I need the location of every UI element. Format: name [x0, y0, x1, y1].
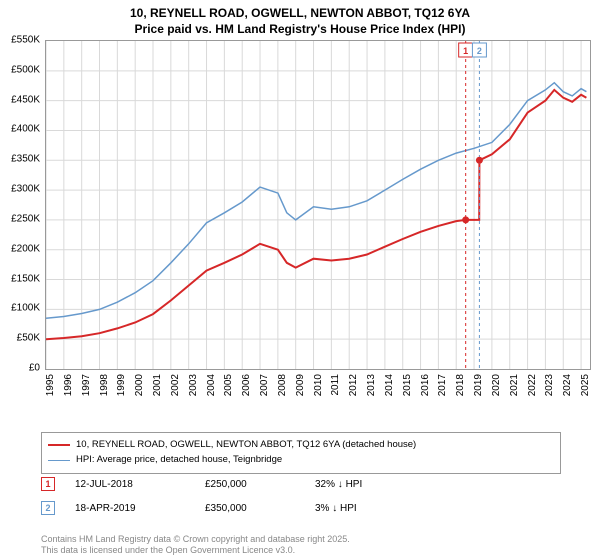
sale-date: 18-APR-2019: [75, 503, 185, 514]
y-tick-label: £250K: [11, 213, 40, 224]
plot-svg: 12: [46, 41, 590, 369]
legend-label: 10, REYNELL ROAD, OGWELL, NEWTON ABBOT, …: [76, 438, 416, 452]
sale-price: £350,000: [205, 503, 295, 514]
x-tick-label: 2021: [509, 374, 520, 396]
y-tick-label: £550K: [11, 35, 40, 46]
x-tick-label: 2012: [348, 374, 359, 396]
y-tick-label: £350K: [11, 154, 40, 165]
x-tick-label: 2008: [277, 374, 288, 396]
x-axis: 1995 1996 1997 1998 1999 2000 2001 2002 2003 2004…: [45, 372, 591, 400]
legend-swatch: [48, 460, 70, 461]
legend: 10, REYNELL ROAD, OGWELL, NEWTON ABBOT, …: [41, 432, 561, 474]
y-tick-label: £400K: [11, 124, 40, 135]
sale-marker-box: 1: [41, 477, 55, 491]
x-tick-label: 2016: [420, 374, 431, 396]
legend-item: 10, REYNELL ROAD, OGWELL, NEWTON ABBOT, …: [48, 438, 554, 452]
x-tick-label: 2020: [491, 374, 502, 396]
sales-table: 1 12-JUL-2018 £250,000 32% ↓ HPI 2 18-APR-201…: [41, 472, 561, 520]
x-tick-label: 2004: [206, 374, 217, 396]
x-tick-label: 2024: [562, 374, 573, 396]
series-price_paid: [46, 90, 586, 339]
series-hpi: [46, 83, 586, 319]
footer-line-1: Contains HM Land Registry data © Crown c…: [41, 534, 350, 545]
x-tick-label: 2018: [455, 374, 466, 396]
x-tick-label: 1997: [81, 374, 92, 396]
sale-marker-box: 2: [41, 501, 55, 515]
sale-date: 12-JUL-2018: [75, 479, 185, 490]
plot-region: 12: [45, 40, 591, 370]
x-tick-label: 2010: [313, 374, 324, 396]
y-tick-label: £200K: [11, 243, 40, 254]
x-tick-label: 2002: [170, 374, 181, 396]
y-tick-label: £500K: [11, 64, 40, 75]
x-tick-label: 1998: [99, 374, 110, 396]
chart-area: £0 £50K £100K £150K £200K £250K £300K £350K £400…: [6, 40, 594, 400]
x-tick-label: 1996: [63, 374, 74, 396]
title-line-2: Price paid vs. HM Land Registry's House …: [0, 22, 600, 38]
x-tick-label: 2000: [134, 374, 145, 396]
x-tick-label: 2017: [437, 374, 448, 396]
x-tick-label: 2013: [366, 374, 377, 396]
y-tick-label: £300K: [11, 184, 40, 195]
x-tick-label: 2005: [223, 374, 234, 396]
y-axis: £0£50K£100K£150K£200K£250K£300K£350K£400…: [6, 40, 42, 370]
x-tick-label: 2025: [580, 374, 591, 396]
chart-title-block: 10, REYNELL ROAD, OGWELL, NEWTON ABBOT, …: [0, 0, 600, 37]
x-tick-label: 2015: [402, 374, 413, 396]
title-line-1: 10, REYNELL ROAD, OGWELL, NEWTON ABBOT, …: [0, 6, 600, 22]
svg-text:1: 1: [463, 46, 468, 56]
x-tick-label: 1995: [45, 374, 56, 396]
footer: Contains HM Land Registry data © Crown c…: [41, 534, 350, 556]
y-tick-label: £450K: [11, 94, 40, 105]
y-tick-label: £150K: [11, 273, 40, 284]
legend-item: HPI: Average price, detached house, Teig…: [48, 453, 554, 467]
y-tick-label: £100K: [11, 303, 40, 314]
x-tick-label: 1999: [116, 374, 127, 396]
x-tick-label: 2003: [188, 374, 199, 396]
x-tick-label: 2011: [330, 374, 341, 396]
legend-label: HPI: Average price, detached house, Teig…: [76, 453, 282, 467]
x-tick-label: 2022: [527, 374, 538, 396]
sale-row: 2 18-APR-2019 £350,000 3% ↓ HPI: [41, 496, 561, 520]
footer-line-2: This data is licensed under the Open Gov…: [41, 545, 350, 556]
svg-text:2: 2: [477, 46, 482, 56]
sale-price: £250,000: [205, 479, 295, 490]
y-tick-label: £50K: [17, 333, 40, 344]
x-tick-label: 2009: [295, 374, 306, 396]
y-tick-label: £0: [29, 363, 40, 374]
x-tick-label: 2014: [384, 374, 395, 396]
sale-delta: 32% ↓ HPI: [315, 479, 425, 490]
x-tick-label: 2001: [152, 374, 163, 396]
legend-swatch: [48, 444, 70, 446]
x-tick-label: 2019: [473, 374, 484, 396]
x-tick-label: 2007: [259, 374, 270, 396]
sale-delta: 3% ↓ HPI: [315, 503, 425, 514]
sale-row: 1 12-JUL-2018 £250,000 32% ↓ HPI: [41, 472, 561, 496]
x-tick-label: 2023: [544, 374, 555, 396]
x-tick-label: 2006: [241, 374, 252, 396]
